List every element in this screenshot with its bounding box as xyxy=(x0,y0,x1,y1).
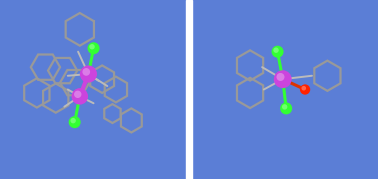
Circle shape xyxy=(276,73,285,81)
Circle shape xyxy=(273,47,279,53)
Circle shape xyxy=(271,46,284,58)
Circle shape xyxy=(70,118,76,123)
Circle shape xyxy=(300,84,310,95)
Circle shape xyxy=(74,91,81,98)
Circle shape xyxy=(282,104,287,110)
Circle shape xyxy=(82,68,90,76)
Circle shape xyxy=(302,86,306,91)
Circle shape xyxy=(80,66,97,83)
Circle shape xyxy=(280,102,292,114)
Circle shape xyxy=(89,44,95,49)
Circle shape xyxy=(69,116,81,128)
Circle shape xyxy=(274,70,292,88)
Circle shape xyxy=(88,42,99,54)
Circle shape xyxy=(71,88,88,105)
